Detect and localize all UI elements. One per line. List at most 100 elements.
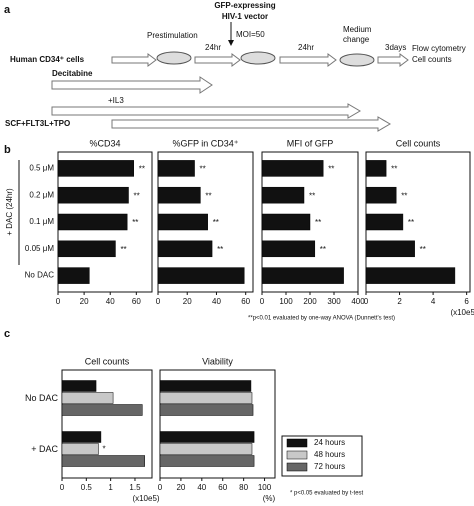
x-tick-label: 0 — [364, 297, 369, 306]
category-label: 0.05 μM — [25, 244, 54, 253]
process-arrow — [279, 53, 337, 67]
bar — [159, 431, 255, 443]
dish — [156, 51, 192, 65]
moi-label: MOI=50 — [236, 30, 265, 39]
x-tick-label: 40 — [212, 297, 221, 306]
x-tick-label: 60 — [218, 483, 227, 492]
x-tick-label: 0 — [60, 483, 65, 492]
significance-label: ** — [132, 218, 138, 227]
category-label: 0.2 μM — [29, 190, 54, 199]
bar — [157, 160, 195, 177]
category-label: + DAC — [31, 444, 58, 454]
x-tick-label: 2 — [397, 297, 402, 306]
x-tick-label: 6 — [464, 297, 469, 306]
footnote: * p<0.05 evaluated by t-test — [290, 491, 364, 497]
bar — [61, 443, 99, 455]
x-tick-label: 300 — [327, 297, 341, 306]
category-label: No DAC — [25, 271, 55, 280]
duration-label: 24hr — [298, 43, 314, 52]
significance-label: ** — [200, 165, 206, 174]
treatment-arrow — [51, 76, 213, 94]
x-tick-label: 100 — [258, 483, 272, 492]
bar — [57, 213, 128, 231]
readout-label: Flow cytometry — [412, 44, 466, 53]
x-tick-label: 80 — [239, 483, 248, 492]
significance-label: ** — [420, 245, 426, 254]
bar — [157, 186, 201, 204]
legend-label: 24 hours — [314, 438, 345, 447]
vector-label: HIV-1 vector — [222, 12, 268, 21]
footnote: **p<0.01 evaluated by one-way ANOVA (Dun… — [248, 316, 395, 322]
significance-label: ** — [309, 191, 315, 200]
x-tick-label: 40 — [197, 483, 206, 492]
readout-label: Cell counts — [412, 55, 452, 64]
dish — [339, 53, 375, 67]
plot-frame — [159, 369, 276, 479]
significance-label: ** — [134, 191, 140, 200]
x-tick-label: 0 — [260, 297, 265, 306]
process-arrow — [111, 53, 157, 67]
x-tick-label: 200 — [303, 297, 317, 306]
process-arrow — [194, 53, 241, 67]
x-tick-label: 0 — [156, 297, 161, 306]
x-tick-label: 100 — [279, 297, 293, 306]
x-tick-label: 60 — [241, 297, 250, 306]
step-label: change — [343, 35, 370, 44]
panel-label: c — [4, 328, 10, 340]
x-tick-label: 60 — [132, 297, 141, 306]
bar — [159, 443, 253, 455]
x-tick-label: 40 — [106, 297, 115, 306]
legend-swatch — [286, 450, 308, 460]
significance-label: ** — [315, 218, 321, 227]
panel-label: b — [4, 144, 11, 156]
bar — [57, 186, 129, 204]
group-label: + DAC (24hr) — [5, 188, 14, 236]
bar — [261, 186, 305, 204]
significance-label: ** — [320, 245, 326, 254]
panel-label: a — [4, 4, 11, 16]
bar — [57, 267, 90, 284]
significance-label: ** — [401, 191, 407, 200]
bar — [261, 160, 324, 177]
chart-title: %CD34 — [89, 138, 120, 148]
significance-label: ** — [120, 245, 126, 254]
x-tick-label: 0.5 — [81, 483, 93, 492]
bar — [159, 392, 253, 404]
bar — [261, 267, 344, 284]
x-tick-label: 4 — [431, 297, 436, 306]
dishes — [156, 51, 375, 67]
bar — [159, 455, 255, 467]
bar — [61, 455, 145, 467]
x-tick-label: 1 — [108, 483, 113, 492]
dish — [240, 51, 276, 65]
x-axis-label: (x10e5) — [132, 494, 159, 503]
bar — [365, 240, 415, 258]
duration-label: 3days — [385, 43, 406, 52]
process-arrow — [377, 53, 409, 67]
bar — [365, 186, 397, 204]
bar — [261, 240, 316, 258]
significance-label: ** — [139, 165, 145, 174]
significance-label: ** — [213, 218, 219, 227]
treatment-label: Decitabine — [52, 69, 93, 78]
treatment-arrow — [51, 103, 361, 119]
chart-title: Cell counts — [396, 138, 441, 148]
treatment-label: SCF+FLT3L+TPO — [5, 119, 70, 128]
vector-label: GFP-expressing — [214, 1, 275, 10]
legend-label: 48 hours — [314, 450, 345, 459]
bar — [365, 267, 456, 284]
significance-label: ** — [391, 165, 397, 174]
significance-label: ** — [408, 218, 414, 227]
treatment-label: +IL3 — [108, 96, 124, 105]
category-label: No DAC — [25, 393, 59, 403]
schematic: Human CD34⁺ cells Prestimulation GFP-exp… — [5, 1, 466, 132]
step-label: Medium — [343, 25, 372, 34]
bar — [61, 404, 143, 416]
bar — [159, 404, 254, 416]
significance-label: ** — [205, 191, 211, 200]
legend-swatch — [286, 462, 308, 472]
x-tick-label: 0 — [158, 483, 163, 492]
x-axis-label: (x10e5) — [450, 308, 474, 317]
